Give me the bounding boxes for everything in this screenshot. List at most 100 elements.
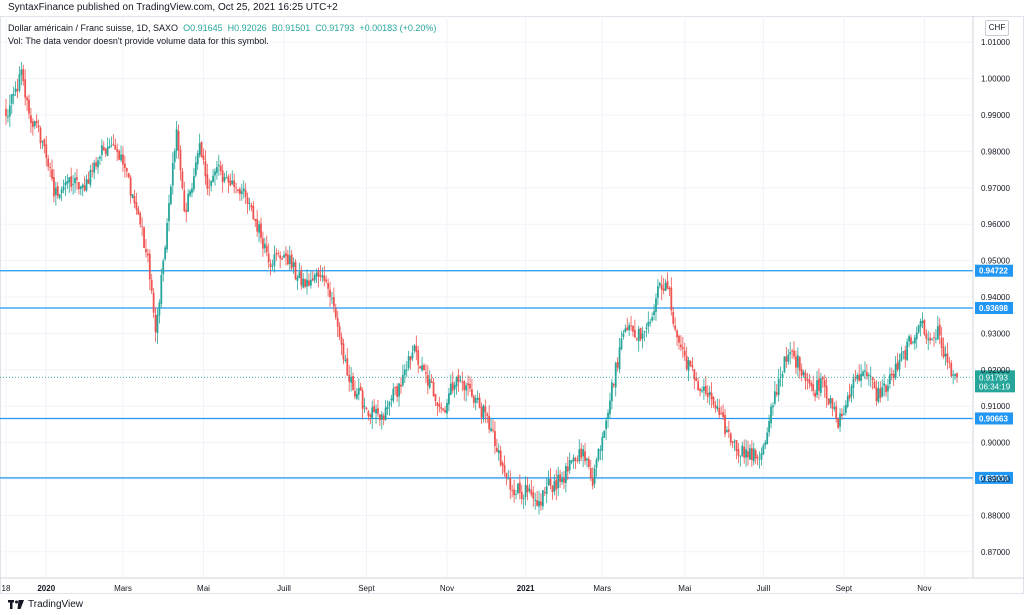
candle-body (513, 489, 515, 496)
candle-body (584, 451, 586, 461)
chart-area[interactable]: 0.94722 0.93698 0.90663 0.89030 0.91793 06:3… (0, 16, 1024, 594)
candle-body (492, 429, 494, 431)
candle-body (74, 178, 76, 184)
candle-body (331, 298, 333, 300)
candle-body (298, 272, 301, 278)
candle-body (388, 401, 391, 406)
candle-body (212, 175, 214, 182)
candle-body (772, 405, 774, 408)
candle-body (791, 350, 794, 352)
y-tick-label: 0.88000 (981, 511, 1010, 520)
candle-body (892, 374, 895, 379)
candle-body (758, 459, 761, 461)
candle-body (279, 255, 282, 259)
x-tick-label: 2020 (37, 584, 55, 593)
candle-body (532, 492, 535, 499)
candle-body (189, 191, 191, 196)
candle-body (173, 150, 176, 163)
candle-body (743, 446, 746, 458)
candle-body (346, 358, 349, 376)
y-tick-label: 0.93000 (981, 329, 1010, 338)
candle-body (162, 260, 165, 275)
candle-body (802, 371, 805, 376)
candle-body (749, 448, 751, 460)
candle-body (202, 155, 205, 161)
candle-body (367, 411, 370, 416)
candle-body (956, 373, 958, 378)
candle-body (365, 407, 368, 410)
candle-body (931, 338, 933, 340)
candle-body (570, 460, 573, 463)
legend-close: C0.91793 (315, 23, 355, 33)
candle-body (653, 311, 655, 316)
x-tick-label: Nov (440, 584, 454, 593)
candle-body (871, 377, 874, 381)
candle-body (862, 371, 864, 376)
candle-body (620, 338, 623, 350)
candle-body (41, 140, 44, 142)
candle-body (605, 420, 608, 430)
candle-body (16, 89, 19, 92)
candle-body (231, 180, 234, 185)
candle-body (628, 325, 631, 330)
candle-body (143, 227, 145, 249)
candle-body (76, 177, 78, 180)
candle-body (806, 379, 809, 381)
candle-body (419, 366, 422, 369)
candle-body (563, 478, 565, 483)
candle-body (177, 131, 180, 151)
candle-body (375, 409, 377, 414)
candle-body (127, 173, 130, 178)
candle-body (91, 170, 94, 172)
candle-body (637, 328, 640, 342)
candle-body (396, 386, 399, 397)
candle-body (446, 402, 448, 414)
price-axis: 1.01000 1.00000 0.99000 0.98000 0.97000 0.960… (972, 16, 1010, 578)
currency-badge[interactable]: CHF (985, 20, 1009, 36)
candle-body (327, 283, 330, 289)
candle-body (869, 375, 872, 377)
y-tick-label: 0.97000 (981, 184, 1010, 193)
candle-body (768, 421, 771, 433)
candle-body (411, 352, 414, 359)
candle-body (616, 361, 619, 368)
candle-body (864, 370, 866, 372)
candle-body (329, 289, 331, 298)
x-tick-label: Sept (836, 584, 853, 593)
candle-body (559, 474, 562, 482)
y-tick-label: 0.96000 (981, 220, 1010, 229)
candle-body (683, 350, 686, 356)
level-price-tag (975, 412, 1013, 425)
candle-body (325, 279, 328, 282)
candle-body (26, 97, 28, 101)
candle-body (47, 158, 50, 167)
candle-body (933, 337, 935, 338)
candle-body (777, 379, 780, 396)
candle-body (821, 376, 824, 380)
candle-body (148, 253, 151, 280)
x-tick-label: Juill (277, 584, 291, 593)
candle-body (77, 181, 80, 190)
candle-body (839, 413, 841, 427)
candle-body (515, 494, 517, 495)
candle-body (348, 374, 351, 382)
price-chart[interactable]: 0.94722 0.93698 0.90663 0.89030 0.9179306:3… (0, 16, 1024, 594)
candle-body (609, 400, 611, 415)
candle-body (735, 440, 738, 452)
candle-body (540, 501, 542, 506)
candle-body (403, 369, 406, 376)
candle-body (561, 478, 563, 483)
y-tick-label: 0.91000 (981, 402, 1010, 411)
candle-body (950, 362, 953, 377)
candle-body (576, 460, 579, 462)
candle-body (553, 481, 556, 492)
candle-body (334, 308, 337, 318)
candle-body (595, 459, 598, 468)
candle-body (225, 177, 228, 179)
candle-body (472, 396, 475, 403)
candle-body (373, 405, 376, 413)
candle-body (135, 202, 138, 210)
candle-body (894, 363, 897, 378)
candle-body (208, 186, 211, 188)
